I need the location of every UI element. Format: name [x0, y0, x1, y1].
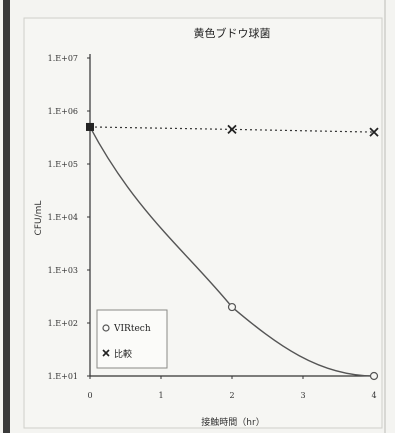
legend-marker-virtech	[102, 324, 110, 332]
y-axis-title: CFU/mL	[34, 201, 44, 236]
point-hikaku-stroke	[227, 124, 237, 135]
y-tick-label: 1.E+03	[48, 266, 78, 275]
series-lines	[89, 126, 375, 377]
series-line-virtech	[89, 126, 375, 377]
point-hikaku	[369, 127, 379, 137]
y-tick-label: 1.E+07	[48, 54, 78, 63]
point-hikaku	[227, 124, 237, 135]
x-axis-title: 接触時間（hr）	[201, 416, 264, 428]
point-start	[86, 122, 94, 131]
plot-area	[23, 17, 383, 429]
axes	[89, 54, 378, 377]
legend-marker-hikaku	[102, 349, 110, 357]
y-tick-label: 1.E+04	[48, 213, 78, 222]
x-tick-label: 0	[87, 391, 92, 400]
series-line-hikaku	[89, 126, 375, 133]
y-tick-label: 1.E+05	[48, 160, 78, 169]
legend-label-hikaku: 比較	[114, 348, 132, 360]
point-virtech	[227, 302, 237, 312]
x-tick-label: 3	[300, 391, 305, 400]
y-tick-label: 1.E+02	[48, 319, 78, 328]
point-virtech	[369, 371, 379, 381]
legend: VIRtech 比較	[96, 309, 168, 369]
y-tick-label: 1.E+06	[48, 107, 78, 116]
y-tick-labels: 1.E+01 1.E+02 1.E+03 1.E+04 1.E+05 1.E+06 1.E+…	[48, 54, 90, 381]
x-tick-label: 4	[371, 391, 376, 400]
legend-box	[96, 309, 168, 369]
left-edge	[3, 0, 10, 433]
series-points	[86, 122, 379, 381]
point-hikaku-stroke	[369, 127, 379, 137]
y-tick-label: 1.E+01	[48, 372, 78, 381]
x-tick-label: 2	[229, 391, 234, 400]
right-edge	[384, 0, 386, 433]
chart-title: 黄色ブドウ球菌	[194, 26, 271, 40]
x-tick-label: 1	[158, 391, 163, 400]
legend-label-virtech: VIRtech	[113, 324, 151, 334]
